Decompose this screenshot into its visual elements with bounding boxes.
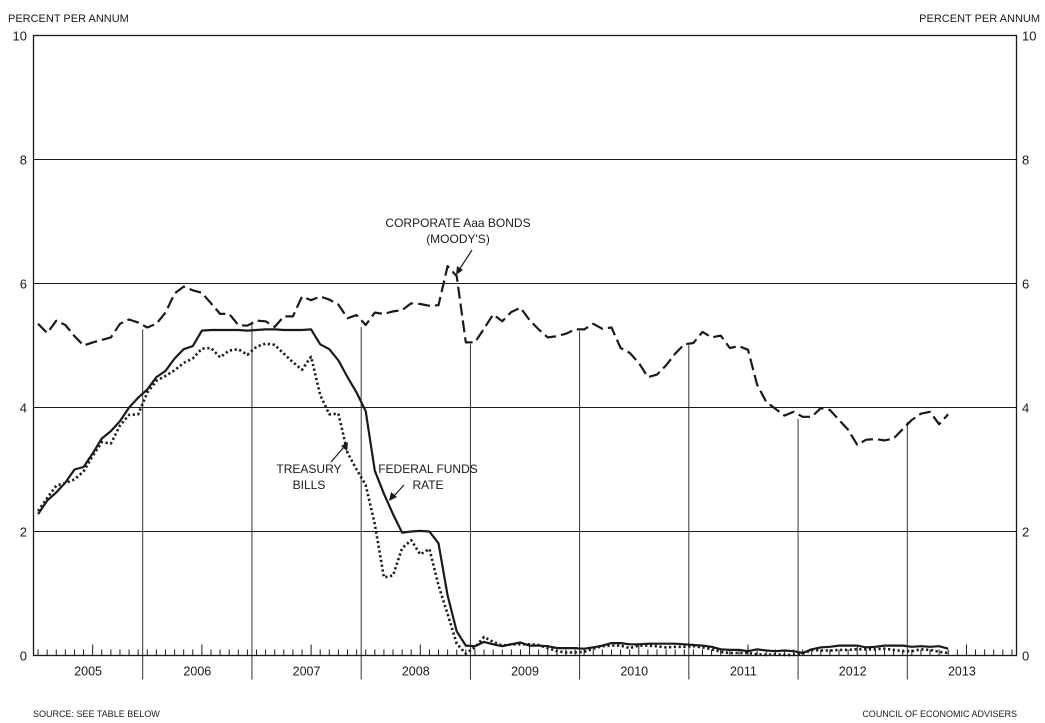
x-year-label-2005: 2005 bbox=[74, 665, 102, 679]
y-tick-right-2: 2 bbox=[1022, 525, 1029, 540]
x-year-label-2012: 2012 bbox=[839, 665, 867, 679]
annotation-fed-arrow bbox=[392, 484, 405, 498]
x-year-label-2009: 2009 bbox=[511, 665, 539, 679]
x-year-label-2013: 2013 bbox=[948, 665, 976, 679]
plot-frame bbox=[32, 34, 1018, 657]
y-tick-right-6: 6 bbox=[1022, 277, 1029, 292]
series-line-corporate-aaa-bonds-moody-s bbox=[37, 265, 950, 446]
annotation-corporate-arrow bbox=[458, 249, 473, 271]
annotation-fed-line2: RATE bbox=[412, 478, 443, 492]
annotation-corporate: CORPORATE Aaa BONDS (MOODY'S) bbox=[385, 216, 531, 275]
y-tick-right-0: 0 bbox=[1022, 649, 1029, 664]
annotation-treasury-arrowhead bbox=[341, 442, 348, 451]
annotation-corporate-arrowhead bbox=[456, 266, 463, 275]
left-axis-unit-label: PERCENT PER ANNUM bbox=[8, 13, 129, 25]
annotation-treasury: TREASURY BILLS bbox=[276, 442, 348, 492]
x-year-label-2008: 2008 bbox=[402, 665, 430, 679]
annotation-treasury-arrow bbox=[330, 446, 345, 463]
series-line-federal-funds-rate bbox=[37, 328, 949, 655]
x-axis: 2005 2006 2007 2008 2009 2010 2011 2012 2013 bbox=[37, 644, 1013, 680]
annotation-fed-arrowhead bbox=[389, 492, 397, 501]
gridlines bbox=[33, 159, 1017, 532]
annotation-treasury-line1: TREASURY bbox=[276, 462, 341, 476]
x-year-label-2011: 2011 bbox=[730, 665, 757, 679]
annotation-corporate-line1: CORPORATE Aaa BONDS bbox=[385, 216, 530, 230]
y-tick-left-6: 6 bbox=[20, 277, 27, 292]
annotation-federal-funds: FEDERAL FUNDS RATE bbox=[378, 462, 478, 501]
y-tick-left-10: 10 bbox=[13, 29, 27, 44]
x-year-label-2007: 2007 bbox=[293, 665, 321, 679]
y-tick-left-2: 2 bbox=[20, 525, 27, 540]
series-lines bbox=[37, 265, 950, 657]
source-note: SOURCE: SEE TABLE BELOW bbox=[33, 709, 160, 719]
y-tick-left-0: 0 bbox=[20, 649, 27, 664]
credit-note: COUNCIL OF ECONOMIC ADVISERS bbox=[862, 709, 1017, 719]
annotation-corporate-line2: (MOODY'S) bbox=[426, 232, 490, 246]
y-tick-labels: 0 0 2 2 4 4 6 6 8 8 10 10 bbox=[13, 29, 1037, 664]
annotation-fed-line1: FEDERAL FUNDS bbox=[378, 462, 478, 476]
right-axis-unit-label: PERCENT PER ANNUM bbox=[919, 13, 1040, 25]
y-tick-right-10: 10 bbox=[1022, 29, 1036, 44]
y-tick-right-8: 8 bbox=[1022, 153, 1029, 168]
x-year-label-2010: 2010 bbox=[620, 665, 648, 679]
y-tick-right-4: 4 bbox=[1022, 401, 1029, 416]
y-tick-left-8: 8 bbox=[20, 153, 27, 168]
annotation-treasury-line2: BILLS bbox=[293, 478, 326, 492]
series-line-treasury-bills bbox=[37, 342, 949, 657]
y-tick-left-4: 4 bbox=[20, 401, 27, 416]
x-year-label-2006: 2006 bbox=[183, 665, 211, 679]
